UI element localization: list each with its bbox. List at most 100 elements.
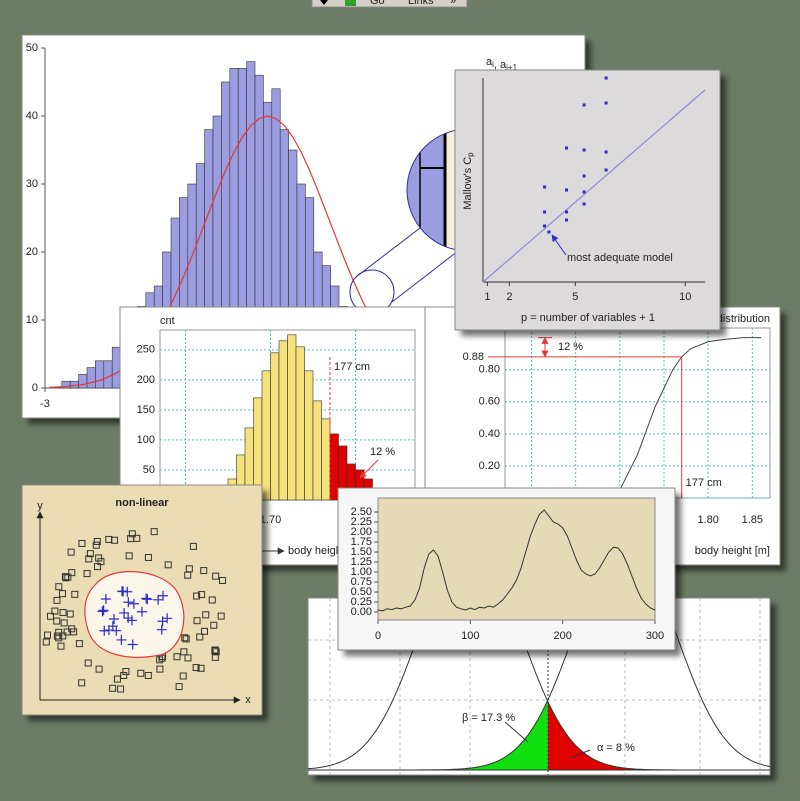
toolbar-strip bbox=[311, 0, 468, 8]
y-tick-label: 1.50 bbox=[351, 546, 372, 558]
square-point bbox=[189, 542, 197, 550]
more-button[interactable]: » bbox=[450, 0, 456, 7]
bar bbox=[103, 360, 113, 389]
plus-point bbox=[136, 606, 147, 617]
x-axis-title: x bbox=[245, 694, 251, 706]
plus-point bbox=[142, 594, 153, 605]
bar bbox=[287, 334, 297, 501]
plus-point bbox=[99, 625, 110, 636]
square-point bbox=[212, 572, 220, 580]
share-label: 12 % bbox=[558, 341, 583, 353]
square-point bbox=[51, 607, 59, 615]
square-point bbox=[180, 648, 188, 656]
square-point bbox=[137, 669, 145, 677]
bar bbox=[78, 374, 88, 389]
square-point bbox=[211, 653, 219, 661]
y-axis-title-text: Mallow's C bbox=[462, 157, 474, 210]
plus-point bbox=[116, 634, 127, 645]
square-point bbox=[57, 642, 65, 650]
point bbox=[543, 185, 547, 189]
y-axis-title: y bbox=[37, 500, 43, 512]
point bbox=[547, 230, 551, 234]
square-point bbox=[78, 679, 86, 687]
boundary bbox=[84, 571, 185, 658]
plus-point bbox=[157, 616, 168, 627]
square-point bbox=[192, 664, 200, 672]
x-tick-label: 200 bbox=[553, 630, 571, 642]
y-tick-label: 0.75 bbox=[351, 576, 372, 588]
square-point bbox=[208, 596, 216, 604]
square-point bbox=[68, 569, 76, 577]
square-point bbox=[46, 612, 54, 620]
point bbox=[604, 101, 608, 105]
x-tick-label: 300 bbox=[646, 630, 664, 642]
square-point bbox=[84, 659, 92, 667]
chart-title: distribution bbox=[717, 313, 770, 325]
plus-point bbox=[103, 625, 114, 636]
trend-line bbox=[482, 89, 706, 283]
square-point bbox=[184, 654, 192, 662]
y-tick-label: 0.20 bbox=[479, 460, 500, 472]
square-point bbox=[173, 653, 181, 661]
y-tick-label: 10 bbox=[26, 314, 38, 326]
beta-label: β = 17.3 % bbox=[462, 712, 515, 724]
square-point bbox=[95, 665, 103, 673]
y-tick-label: 20 bbox=[26, 246, 38, 258]
plus-point bbox=[128, 598, 139, 609]
y-tick-label: 50 bbox=[143, 464, 155, 476]
x-tick-label: 1.80 bbox=[697, 514, 718, 526]
series-line bbox=[377, 509, 656, 612]
square-point bbox=[61, 573, 69, 581]
square-point bbox=[58, 590, 66, 598]
y-tick-label: 0.40 bbox=[479, 428, 500, 440]
plus-point bbox=[123, 597, 134, 608]
square-point bbox=[43, 631, 51, 639]
bar bbox=[86, 367, 96, 389]
links-button[interactable]: Links bbox=[408, 0, 434, 7]
y-tick-label: 1.25 bbox=[351, 556, 372, 568]
square-point bbox=[109, 684, 117, 692]
point bbox=[604, 168, 608, 172]
square-point bbox=[193, 617, 201, 625]
alpha-area bbox=[548, 701, 720, 770]
y-tick-label: 250 bbox=[137, 344, 155, 356]
square-point bbox=[128, 530, 136, 538]
go-button[interactable]: Go bbox=[370, 0, 385, 7]
panel-background bbox=[454, 69, 721, 331]
square-point bbox=[71, 590, 79, 598]
x-tick-label: 1 bbox=[484, 291, 490, 303]
plot-area bbox=[504, 327, 771, 499]
square-point bbox=[181, 634, 189, 642]
toolbar: Go Links » bbox=[311, 0, 468, 8]
point bbox=[565, 146, 569, 150]
point bbox=[582, 148, 586, 152]
y-tick-label: 0.60 bbox=[479, 396, 500, 408]
square-point bbox=[196, 633, 204, 641]
square-point bbox=[92, 541, 100, 549]
square-point bbox=[53, 596, 61, 604]
point bbox=[604, 150, 608, 154]
annotation-arrow bbox=[551, 234, 567, 256]
square-point bbox=[78, 539, 86, 547]
annotation-sub: i bbox=[492, 60, 494, 69]
square-point bbox=[42, 638, 50, 646]
x-tick-label: 0 bbox=[375, 630, 381, 642]
square-point bbox=[127, 535, 135, 543]
square-point bbox=[97, 558, 105, 566]
square-point bbox=[201, 627, 209, 635]
square-point bbox=[185, 565, 193, 573]
square-point bbox=[179, 672, 187, 680]
y-tick-label: 1.00 bbox=[351, 566, 372, 578]
y-tick-label: 0.50 bbox=[351, 586, 372, 598]
square-point bbox=[144, 553, 152, 561]
plus-point bbox=[158, 590, 169, 601]
bar bbox=[111, 346, 121, 389]
x-axis-title: body height [m] bbox=[695, 545, 770, 557]
dropdown-icon bbox=[320, 0, 328, 5]
y-tick-label: 40 bbox=[26, 110, 38, 122]
y-tick-label: 0 bbox=[32, 382, 38, 394]
x-tick-label: 1.85 bbox=[742, 514, 763, 526]
square-point bbox=[120, 671, 128, 679]
plus-point bbox=[126, 615, 137, 626]
annotation: ai, ai+1 bbox=[486, 56, 518, 72]
